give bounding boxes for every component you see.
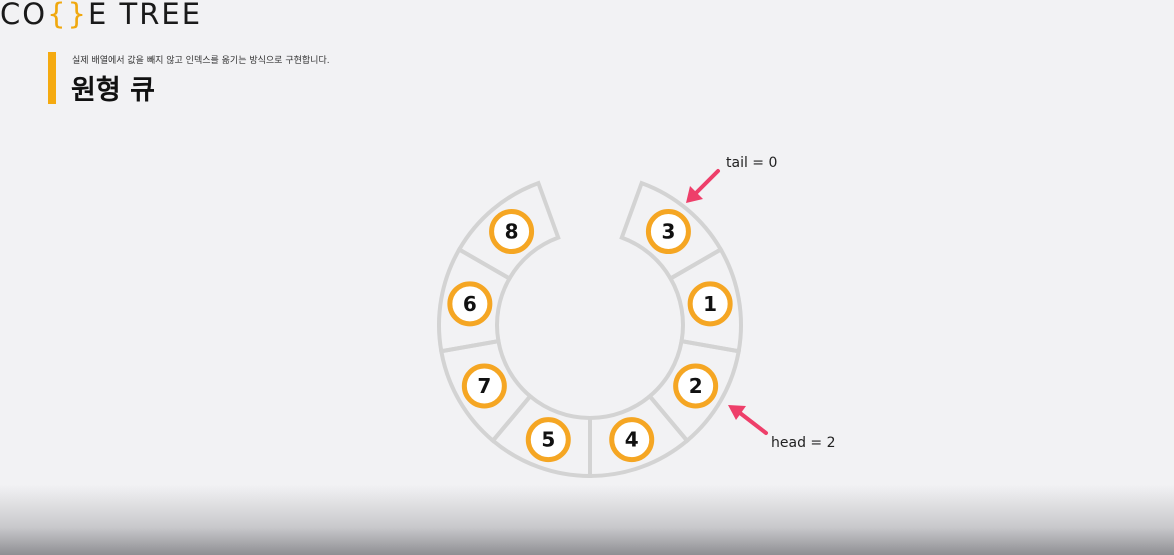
node-value: 3 (661, 220, 675, 244)
node-circle (525, 417, 571, 463)
head-label: head = 2 (771, 435, 836, 451)
node-circle (489, 209, 535, 255)
ring-segment (619, 180, 724, 282)
queue-node: 6 (447, 281, 493, 327)
node-value: 4 (625, 428, 639, 452)
node-circle (645, 209, 691, 255)
logo-bracket: {} (47, 0, 88, 31)
queue-node: 7 (461, 363, 507, 409)
code-tree-logo: CO{}E TREE (0, 0, 202, 30)
queue-node: 4 (609, 417, 655, 463)
title-accent-bar (48, 52, 56, 104)
node-circle (447, 281, 493, 327)
queue-nodes: 8 6 7 5 4 2 1 3 (447, 209, 733, 463)
ring-segments (437, 180, 743, 479)
node-circle (687, 281, 733, 327)
page-subtitle: 실제 배열에서 값을 빼지 않고 인덱스를 옮기는 방식으로 구현합니다. (72, 56, 330, 66)
node-value: 7 (477, 374, 491, 398)
queue-node: 5 (525, 417, 571, 463)
node-value: 1 (703, 292, 717, 316)
tail-pointer: tail = 0 (686, 155, 777, 203)
node-circle (609, 417, 655, 463)
queue-node: 2 (673, 363, 719, 409)
queue-node: 1 (687, 281, 733, 327)
head-arrow-head (728, 405, 746, 420)
logo-text-start: CO (0, 0, 48, 31)
node-value: 8 (505, 220, 519, 244)
node-value: 2 (689, 374, 703, 398)
tail-label: tail = 0 (726, 155, 777, 171)
node-value: 5 (541, 428, 555, 452)
node-circle (673, 363, 719, 409)
logo-text-end: E TREE (87, 0, 203, 31)
node-circle (461, 363, 507, 409)
tail-arrow-head (686, 186, 703, 203)
head-arrow (738, 411, 768, 435)
head-pointer: head = 2 (728, 405, 836, 451)
queue-node: 3 (645, 209, 691, 255)
queue-node: 8 (489, 209, 535, 255)
tail-arrow (692, 169, 720, 197)
node-value: 6 (463, 292, 477, 316)
page-title: 원형 큐 (71, 75, 155, 106)
